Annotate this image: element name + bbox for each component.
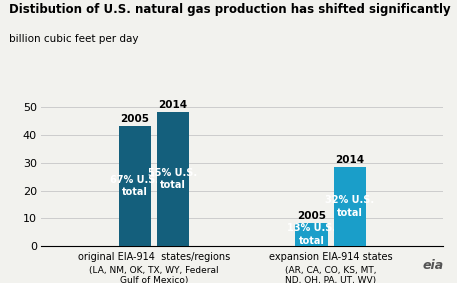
Text: eia: eia	[422, 259, 443, 272]
Text: 2005: 2005	[120, 114, 149, 124]
Text: 55% U.S.
total: 55% U.S. total	[148, 168, 197, 190]
Text: 2005: 2005	[297, 211, 326, 221]
Text: (AR, CA, CO, KS, MT,
ND, OH, PA, UT, WV): (AR, CA, CO, KS, MT, ND, OH, PA, UT, WV)	[285, 266, 377, 283]
Text: billion cubic feet per day: billion cubic feet per day	[9, 34, 138, 44]
Text: 2014: 2014	[335, 155, 364, 165]
Text: Distibution of U.S. natural gas production has shifted significantly: Distibution of U.S. natural gas producti…	[9, 3, 451, 16]
Bar	[157, 112, 189, 246]
Bar	[118, 126, 151, 246]
Text: expansion EIA-914 states: expansion EIA-914 states	[269, 252, 393, 262]
Text: 32% U.S.
total: 32% U.S. total	[325, 196, 374, 218]
Text: original EIA-914  states/regions: original EIA-914 states/regions	[78, 252, 230, 262]
Text: 2014: 2014	[158, 100, 187, 110]
Text: 67% U.S.
total: 67% U.S. total	[110, 175, 159, 198]
Bar	[334, 167, 366, 246]
Text: 13% U.S.
total: 13% U.S. total	[287, 224, 336, 246]
Bar	[296, 223, 328, 246]
Text: (LA, NM, OK, TX, WY, Federal
Gulf of Mexico): (LA, NM, OK, TX, WY, Federal Gulf of Mex…	[89, 266, 218, 283]
